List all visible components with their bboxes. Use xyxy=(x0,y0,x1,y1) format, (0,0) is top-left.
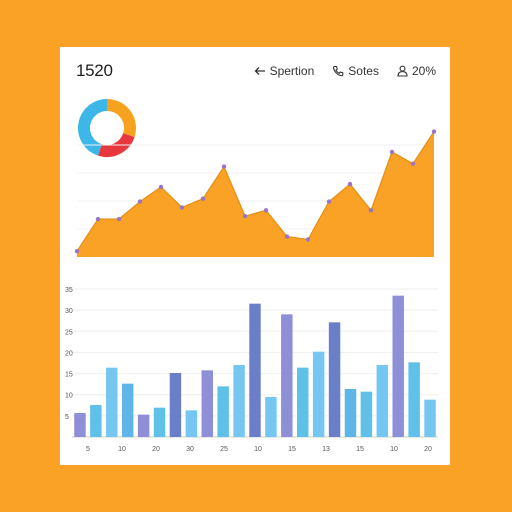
x-tick-label: 10 xyxy=(118,446,126,453)
donut-slice xyxy=(106,99,136,137)
bar xyxy=(90,405,102,437)
area-point xyxy=(116,216,122,222)
x-tick-label: 13 xyxy=(322,446,330,453)
donut-chart xyxy=(78,99,136,157)
bar xyxy=(344,389,357,437)
area-point xyxy=(263,208,269,213)
bar xyxy=(169,373,182,437)
area-fill xyxy=(77,131,434,257)
card-header: 1520 Spertion Sotes 20% xyxy=(76,59,436,83)
bar xyxy=(424,399,436,437)
area-point xyxy=(221,164,227,169)
bar xyxy=(281,314,293,437)
percent-action[interactable]: 20% xyxy=(397,64,436,78)
donut-slice xyxy=(98,132,135,157)
card-title: 1520 xyxy=(76,61,113,80)
bar xyxy=(312,351,325,437)
x-tick-label: 20 xyxy=(152,446,160,453)
bar xyxy=(360,391,373,437)
bar xyxy=(408,362,420,437)
area-point xyxy=(284,234,290,239)
x-tick-label: 10 xyxy=(390,446,398,453)
bar xyxy=(153,407,166,437)
area-point xyxy=(368,208,374,213)
x-tick-label: 20 xyxy=(424,446,432,453)
bar-chart: 35 30 25 20 15 10 5 5 10 20 30 25 10 15 13 15 10 20 xyxy=(65,287,438,453)
area-point xyxy=(347,181,353,187)
header-actions: Spertion Sotes 20% xyxy=(254,64,436,78)
area-chart xyxy=(74,129,437,257)
x-tick-label: 30 xyxy=(186,446,194,453)
bar xyxy=(376,365,389,437)
spertion-action[interactable]: Spertion xyxy=(254,64,315,78)
area-point xyxy=(326,199,332,204)
area-point xyxy=(242,213,248,219)
y-tick-label: 25 xyxy=(65,329,73,336)
dashboard-card: 1520 Spertion Sotes 20% xyxy=(60,47,450,465)
x-tick-label: 25 xyxy=(220,446,228,453)
area-point xyxy=(389,149,395,155)
bar xyxy=(328,322,341,437)
area-point xyxy=(305,237,311,242)
area-point xyxy=(95,216,101,222)
bar xyxy=(121,383,134,437)
bar xyxy=(265,397,277,437)
area-point xyxy=(179,205,185,210)
bar xyxy=(249,303,261,437)
area-line xyxy=(76,131,435,252)
area-point xyxy=(410,161,416,166)
spertion-label: Spertion xyxy=(269,64,315,78)
percent-label: 20% xyxy=(411,64,436,78)
area-point xyxy=(74,248,80,254)
y-tick-label: 35 xyxy=(65,287,73,294)
y-tick-label: 20 xyxy=(65,350,73,357)
charts-canvas: 35 30 25 20 15 10 5 5 10 20 30 25 10 15 13 15 10 20 xyxy=(65,99,438,453)
x-tick-label: 10 xyxy=(254,446,262,453)
area-point xyxy=(431,129,437,134)
area-point xyxy=(200,196,206,201)
area-point xyxy=(158,184,164,190)
bar xyxy=(137,414,150,437)
bar xyxy=(74,413,86,437)
y-tick-label: 5 xyxy=(65,414,69,421)
bar xyxy=(185,410,198,437)
phone-icon xyxy=(333,65,344,77)
bar xyxy=(233,365,245,437)
y-tick-label: 10 xyxy=(65,393,73,400)
bar xyxy=(392,295,404,437)
donut-slice xyxy=(78,99,108,156)
bar xyxy=(106,367,118,437)
x-tick-label: 5 xyxy=(86,446,90,453)
y-tick-label: 15 xyxy=(65,372,73,379)
sotes-action[interactable]: Sotes xyxy=(332,64,379,78)
user-icon xyxy=(397,65,408,77)
bar xyxy=(297,367,309,437)
y-tick-label: 30 xyxy=(65,308,73,315)
bar xyxy=(217,386,229,437)
arrow-left-icon xyxy=(254,67,265,75)
x-tick-label: 15 xyxy=(356,446,364,453)
sotes-label: Sotes xyxy=(348,64,379,78)
area-point xyxy=(137,199,143,204)
x-tick-label: 15 xyxy=(288,446,296,453)
bar xyxy=(201,370,213,437)
